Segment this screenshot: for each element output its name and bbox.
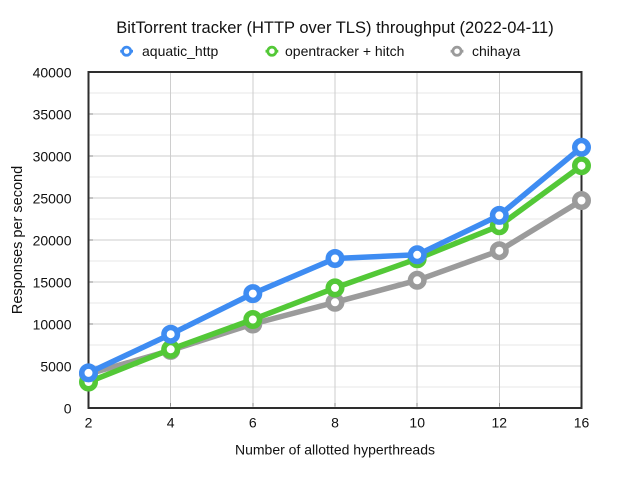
- svg-text:aquatic_http: aquatic_http: [142, 43, 218, 59]
- svg-text:30000: 30000: [33, 149, 72, 165]
- svg-text:6: 6: [249, 415, 257, 431]
- svg-text:35000: 35000: [33, 107, 72, 123]
- svg-text:16: 16: [574, 415, 590, 431]
- svg-text:0: 0: [64, 401, 72, 417]
- svg-text:opentracker + hitch: opentracker + hitch: [285, 43, 404, 59]
- svg-text:10000: 10000: [33, 317, 72, 333]
- svg-text:chihaya: chihaya: [472, 43, 520, 59]
- svg-text:8: 8: [331, 415, 339, 431]
- svg-text:40000: 40000: [33, 65, 72, 81]
- svg-text:Number of allotted hyperthread: Number of allotted hyperthreads: [235, 442, 435, 458]
- svg-text:20000: 20000: [33, 233, 72, 249]
- svg-text:BitTorrent tracker (HTTP over: BitTorrent tracker (HTTP over TLS) throu…: [116, 19, 553, 37]
- svg-text:25000: 25000: [33, 191, 72, 207]
- svg-text:15000: 15000: [33, 275, 72, 291]
- svg-text:10: 10: [409, 415, 425, 431]
- svg-text:Responses per second: Responses per second: [10, 166, 26, 314]
- svg-text:12: 12: [492, 415, 508, 431]
- svg-text:4: 4: [167, 415, 175, 431]
- svg-text:2: 2: [85, 415, 93, 431]
- svg-text:5000: 5000: [40, 359, 71, 375]
